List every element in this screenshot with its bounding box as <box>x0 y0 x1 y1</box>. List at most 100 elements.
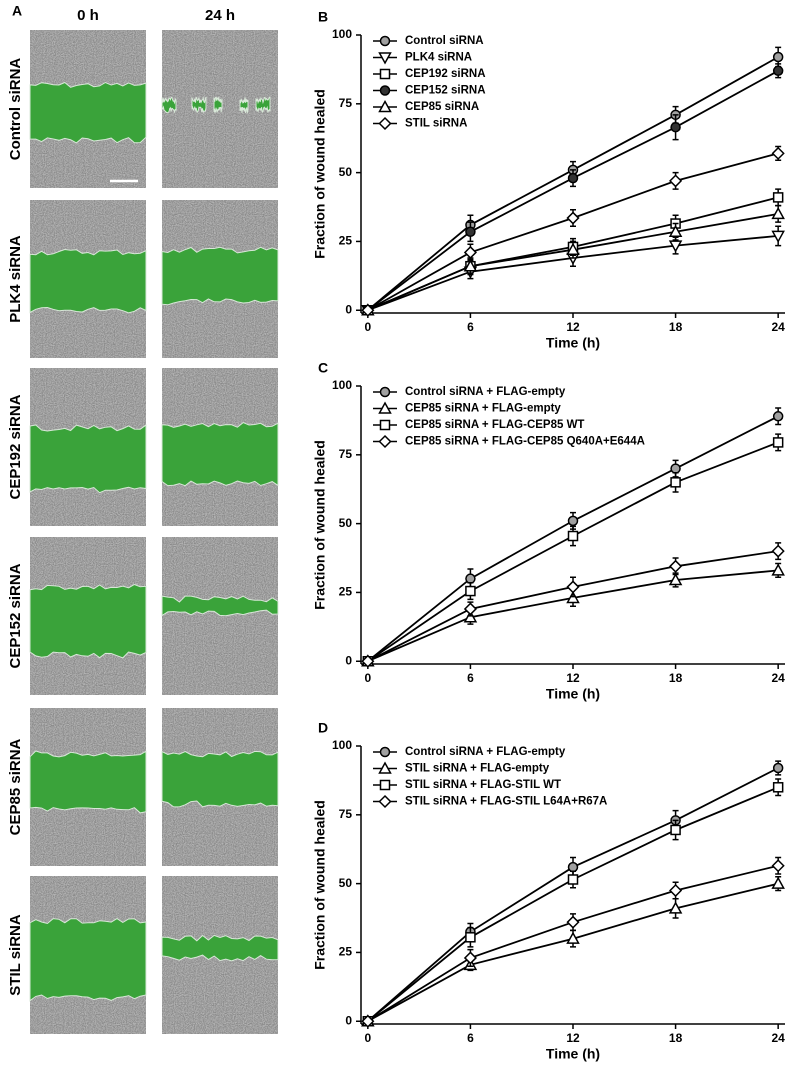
data-point <box>567 861 579 873</box>
legend-marker <box>378 434 392 449</box>
column-label: 24 h <box>205 7 235 24</box>
legend-marker <box>378 401 392 414</box>
series-line <box>367 441 779 662</box>
y-axis-title: Fraction of wound healed <box>312 89 328 259</box>
x-tick-label: 0 <box>364 1031 371 1045</box>
legend-marker <box>378 761 392 774</box>
data-point <box>567 530 579 542</box>
y-tick-label: 0 <box>345 1013 352 1027</box>
y-tick-label: 100 <box>332 738 352 752</box>
data-point <box>771 876 785 889</box>
wound-area <box>29 583 147 659</box>
data-point <box>772 411 784 422</box>
x-tick-label: 0 <box>364 671 371 685</box>
data-point <box>566 242 580 255</box>
x-tick-label: 18 <box>669 1031 683 1045</box>
y-tick-label: 25 <box>339 234 353 248</box>
data-point <box>771 230 785 243</box>
legend-marker <box>379 85 391 96</box>
y-tick-label: 100 <box>332 378 352 392</box>
wound-area <box>29 424 147 494</box>
data-point <box>668 240 683 253</box>
wound-area <box>255 96 271 114</box>
data-point <box>566 915 580 929</box>
legend-label: Control siRNA + FLAG-empty <box>405 746 566 758</box>
wound-area <box>191 95 207 114</box>
x-tick-label: 0 <box>364 320 371 334</box>
legend-label: STIL siRNA + FLAG-STIL WT <box>405 779 561 791</box>
wound-area <box>239 97 249 115</box>
wound-area <box>161 595 279 617</box>
x-tick-label: 6 <box>467 671 474 685</box>
y-tick-label: 75 <box>339 96 353 110</box>
y-tick-label: 0 <box>345 302 352 316</box>
x-tick-label: 6 <box>467 320 474 334</box>
data-point <box>771 563 785 576</box>
data-point <box>669 174 683 188</box>
legend-label: Control siRNA <box>405 35 484 47</box>
data-point <box>668 901 683 914</box>
row-label: Control siRNA <box>7 58 24 161</box>
wound-area <box>161 246 279 306</box>
row-label: CEP85 siRNA <box>7 738 24 835</box>
chart: B 0 25 50 75 100 0 6 12 18 24 Time (h) Fraction of w… <box>312 9 785 351</box>
x-tick-label: 12 <box>566 671 580 685</box>
data-point <box>566 211 580 225</box>
row-label: STIL siRNA <box>7 914 24 996</box>
data-point <box>463 951 477 965</box>
y-axis-title: Fraction of wound healed <box>312 440 328 610</box>
row-label: CEP152 siRNA <box>7 563 24 668</box>
data-point <box>670 477 681 488</box>
panel-label: B <box>318 9 328 25</box>
series-line <box>367 786 779 1022</box>
data-point <box>670 824 681 836</box>
legend-marker <box>378 52 392 65</box>
x-tick-label: 24 <box>771 320 785 334</box>
legend-marker <box>379 746 391 758</box>
legend-marker <box>379 419 391 431</box>
legend-marker <box>379 68 391 80</box>
x-tick-label: 18 <box>669 671 683 685</box>
legend-label: CEP85 siRNA + FLAG-empty <box>405 403 561 415</box>
wound-area <box>161 422 279 487</box>
y-tick-label: 25 <box>339 585 353 599</box>
legend-label: CEP85 siRNA <box>405 101 479 113</box>
data-point <box>465 573 476 584</box>
wound-area <box>161 934 279 962</box>
legend-marker <box>379 386 391 398</box>
data-point <box>771 146 785 160</box>
data-point <box>566 931 580 944</box>
data-point <box>465 226 476 238</box>
wound-area <box>29 750 147 814</box>
data-point <box>772 762 784 774</box>
data-point <box>772 782 784 793</box>
legend-marker <box>379 779 391 791</box>
legend-label: PLK4 siRNA <box>405 52 472 64</box>
data-point <box>361 303 375 317</box>
data-point <box>567 515 579 527</box>
data-point <box>772 192 784 203</box>
row-label: CEP192 siRNA <box>7 394 24 499</box>
data-point <box>771 206 785 220</box>
data-point <box>670 463 681 474</box>
data-point <box>566 590 580 604</box>
data-point <box>361 654 375 668</box>
legend-label: STIL siRNA + FLAG-empty <box>405 763 550 775</box>
x-tick-label: 12 <box>566 320 580 334</box>
legend-marker <box>378 794 392 809</box>
data-point <box>670 121 681 133</box>
data-point <box>567 874 579 885</box>
data-point <box>566 580 580 594</box>
legend-label: CEP192 siRNA <box>405 68 486 80</box>
data-point <box>465 932 476 943</box>
row-label: PLK4 siRNA <box>7 235 24 323</box>
data-point <box>361 1014 375 1028</box>
data-point <box>772 65 784 77</box>
data-point <box>669 883 683 898</box>
data-point <box>463 259 478 272</box>
data-point <box>669 559 683 573</box>
data-point <box>567 172 579 184</box>
panel-label: D <box>318 720 328 736</box>
wound-area <box>29 248 147 314</box>
